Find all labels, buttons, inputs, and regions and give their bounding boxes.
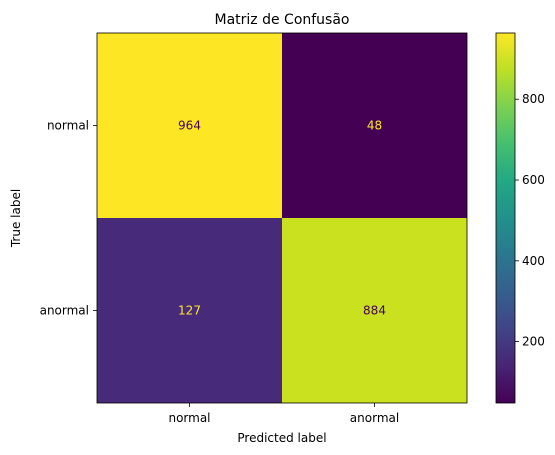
matrix-value-labels: 964 48 127 884 xyxy=(178,119,386,318)
y-tick-label: anormal xyxy=(40,304,89,318)
matrix-cell-normal-anormal xyxy=(282,33,467,218)
chart-title: Matriz de Confusão xyxy=(215,12,350,28)
cell-value-label: 884 xyxy=(363,304,386,318)
colorbar-tick-label: 200 xyxy=(522,335,545,349)
x-axis-ticks: normal anormal xyxy=(168,403,399,425)
x-axis-label: Predicted label xyxy=(237,431,326,445)
y-axis-label: True label xyxy=(9,189,23,248)
colorbar xyxy=(495,32,516,404)
cell-value-label: 964 xyxy=(178,119,201,133)
x-tick-label: normal xyxy=(168,411,210,425)
matrix-cell-anormal-anormal xyxy=(282,218,467,403)
matrix-cells xyxy=(97,33,467,403)
colorbar-tick-label: 800 xyxy=(522,92,545,106)
cell-value-label: 48 xyxy=(367,119,382,133)
colorbar-tick-label: 600 xyxy=(522,173,545,187)
colorbar-tick-label: 400 xyxy=(522,254,545,268)
y-tick-label: normal xyxy=(47,119,89,133)
colorbar-ticks: 200 400 600 800 xyxy=(515,92,545,349)
matrix-cell-normal-normal xyxy=(97,33,282,218)
plot-frame xyxy=(96,32,468,404)
y-axis-ticks: normal anormal xyxy=(40,119,97,318)
matrix-cell-anormal-normal xyxy=(97,218,282,403)
x-tick-label: anormal xyxy=(350,411,399,425)
cell-value-label: 127 xyxy=(178,304,201,318)
